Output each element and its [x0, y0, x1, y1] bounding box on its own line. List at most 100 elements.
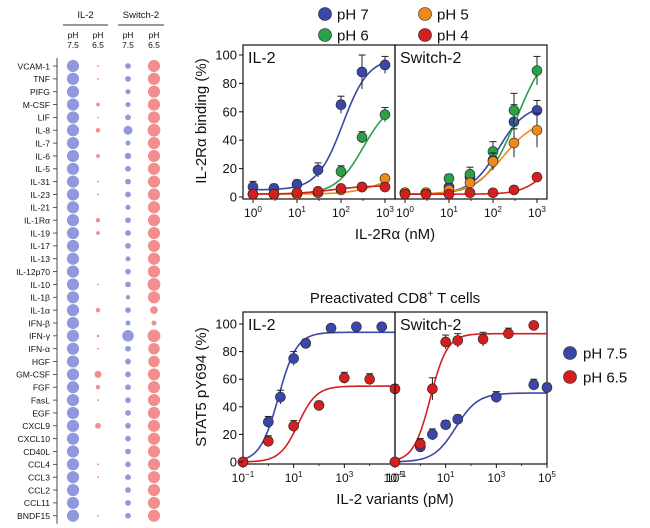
dot-marker: [125, 448, 131, 455]
panel-frame: [242, 44, 396, 200]
dot-marker: [97, 514, 99, 517]
dot-marker: [147, 509, 161, 522]
row-label: M-CSF: [23, 100, 50, 110]
dot-marker: [95, 217, 101, 223]
row-label: IL-8: [35, 126, 50, 136]
dot-marker: [95, 307, 101, 313]
dot-marker: [66, 162, 80, 175]
cytokine-dot-plot: IL-2pH7.5pH6.5Switch-2pH7.5pH6.5VCAM-1TN…: [16, 10, 164, 524]
dot-marker: [147, 226, 161, 240]
dot-marker: [97, 476, 99, 479]
y-tick-label: 80: [223, 344, 237, 359]
dot-marker: [148, 355, 160, 368]
row-label: CXCL10: [18, 434, 51, 444]
data-point: [443, 173, 455, 184]
data-point: [356, 66, 368, 78]
legend-marker: [563, 370, 577, 384]
dot-marker: [125, 384, 131, 391]
y-axis-label: IL-2Rα binding (%): [193, 58, 210, 183]
y-tick-label: 60: [223, 104, 237, 119]
dot-marker: [125, 230, 131, 236]
legend-label: pH 4: [437, 28, 469, 45]
dot-marker: [123, 125, 133, 135]
panel-title: Switch-2: [400, 50, 461, 67]
x-axis-label: IL-2 variants (pM): [336, 491, 454, 508]
row-label: IL-1Rα: [24, 216, 50, 226]
x-tick-label: 100: [396, 205, 414, 220]
row-label: IL-5: [35, 164, 50, 174]
x-tick-label: 101: [288, 205, 306, 220]
dot-marker: [147, 162, 161, 175]
data-point: [291, 187, 303, 199]
legend-label: pH 5: [437, 7, 469, 24]
dot-marker: [96, 102, 100, 107]
x-tick-label: 101: [437, 470, 455, 485]
y-tick-label: 0: [230, 455, 237, 470]
dot-marker: [125, 345, 131, 352]
data-point: [443, 188, 455, 200]
dot-marker: [147, 445, 161, 458]
row-label: IFN-γ: [29, 331, 51, 341]
dot-marker: [66, 291, 80, 304]
legend-label: pH 7: [337, 7, 369, 24]
dot-marker: [125, 243, 131, 249]
data-point: [427, 383, 438, 395]
row-label: TNF: [33, 74, 50, 84]
row-label: GM-CSF: [16, 370, 50, 380]
dot-marker: [147, 214, 161, 227]
row-label: FGF: [33, 383, 50, 393]
row-label: CCL2: [28, 485, 50, 495]
data-point: [300, 338, 312, 349]
dot-marker: [66, 265, 80, 278]
data-point: [508, 137, 520, 149]
data-point: [464, 177, 476, 189]
dot-marker: [66, 458, 80, 471]
column-header: pH: [123, 30, 134, 40]
dot-marker: [125, 165, 131, 172]
dot-marker: [96, 154, 100, 158]
dot-marker: [66, 471, 80, 484]
fit-curve: [242, 385, 395, 463]
data-point: [541, 382, 553, 393]
column-header: 7.5: [122, 40, 134, 50]
panel-title: Switch-2: [400, 317, 461, 334]
dot-marker: [95, 385, 101, 390]
group-header: IL-2: [77, 10, 93, 21]
dot-marker: [125, 500, 131, 506]
panel-title: IL-2: [248, 317, 276, 334]
data-point: [288, 353, 299, 364]
row-label: IL-7: [35, 138, 50, 148]
x-tick-label: 105: [386, 470, 404, 485]
dot-marker: [66, 355, 80, 368]
x-axis-label: IL-2Rα (nM): [355, 226, 435, 243]
data-point: [379, 109, 391, 120]
dot-marker: [147, 394, 161, 407]
dot-marker: [66, 419, 80, 432]
data-point: [464, 187, 476, 199]
dot-marker: [125, 281, 131, 288]
column-header: 7.5: [67, 40, 79, 50]
dot-marker: [96, 334, 100, 338]
data-point: [508, 105, 520, 116]
data-point: [356, 132, 368, 143]
data-point: [389, 456, 401, 468]
dot-marker: [147, 265, 161, 278]
x-tick-label: 101: [285, 470, 303, 485]
y-tick-label: 60: [223, 372, 237, 387]
x-tick-label: 10−1: [232, 470, 255, 485]
dot-marker: [66, 214, 80, 227]
row-label: HGF: [32, 357, 50, 367]
legend-label: pH 6.5: [583, 370, 627, 387]
data-point: [487, 156, 499, 167]
data-point: [335, 183, 347, 194]
data-point: [491, 391, 502, 403]
x-tick-label: 101: [440, 205, 458, 220]
dot-marker: [125, 487, 131, 493]
dot-marker: [66, 368, 80, 381]
dot-marker: [66, 252, 80, 265]
data-point: [528, 379, 540, 391]
column-header: 6.5: [92, 40, 104, 50]
dot-marker: [66, 85, 80, 98]
data-point: [399, 188, 411, 200]
dot-marker: [66, 98, 80, 111]
